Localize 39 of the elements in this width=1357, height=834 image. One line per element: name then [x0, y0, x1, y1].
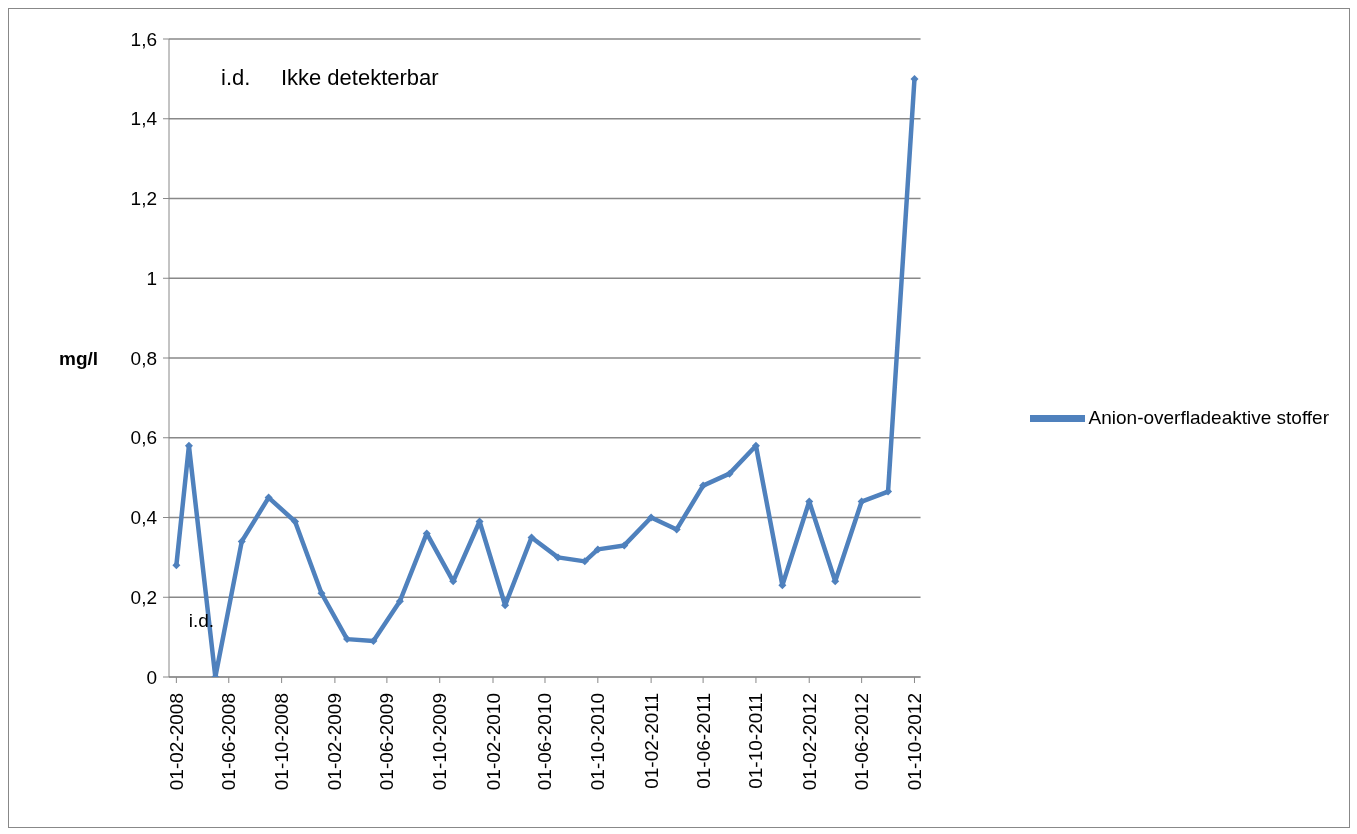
y-tick-label: 1,2	[130, 188, 157, 209]
x-tick-label: 01-10-2009	[429, 693, 451, 791]
x-tick-label: 01-06-2009	[376, 693, 398, 791]
y-tick-label: 0,6	[130, 427, 157, 449]
point	[593, 545, 602, 554]
y-tick-label: 1	[146, 267, 157, 289]
point	[264, 493, 273, 502]
x-tick-label: 01-02-2012	[798, 693, 820, 791]
x-tick-label: 01-02-2008	[165, 693, 187, 791]
x-tick-label: 01-06-2010	[534, 693, 556, 791]
point	[291, 517, 300, 526]
y-tick-label: 0,2	[130, 586, 157, 608]
y-tick-label: 0,8	[130, 347, 157, 369]
x-tick-label: 01-06-2012	[851, 693, 873, 791]
x-tick-label: 01-02-2011	[640, 693, 662, 789]
y-tick-label: 1,4	[130, 108, 158, 130]
y-tick-label: 0,4	[130, 507, 158, 528]
point	[317, 589, 326, 598]
point	[395, 597, 404, 606]
x-tick-label: 01-10-2010	[587, 693, 609, 791]
x-tick-label: 01-10-2008	[271, 693, 293, 791]
y-tick-label: 1,6	[130, 28, 157, 50]
x-tick-label: 01-06-2008	[218, 693, 240, 791]
legend-label: Anion-overfladeaktive stoffer	[1088, 406, 1329, 428]
point	[672, 525, 681, 534]
y-axis-title: mg/l	[59, 347, 99, 369]
point	[699, 481, 708, 490]
x-tick-label: 01-02-2009	[324, 693, 346, 791]
point	[647, 513, 656, 522]
x-tick-label: 01-10-2011	[745, 693, 767, 789]
x-tick-label: 01-10-2012	[903, 693, 925, 791]
point	[172, 561, 181, 570]
y-tick-label: 0	[146, 666, 157, 688]
point	[910, 74, 919, 83]
point	[553, 553, 562, 562]
x-tick-label: 01-06-2011	[692, 693, 714, 789]
x-tick-label: 01-02-2010	[482, 693, 504, 791]
annotation: i.d. Ikke detekterbar	[221, 65, 439, 91]
point	[725, 469, 734, 478]
